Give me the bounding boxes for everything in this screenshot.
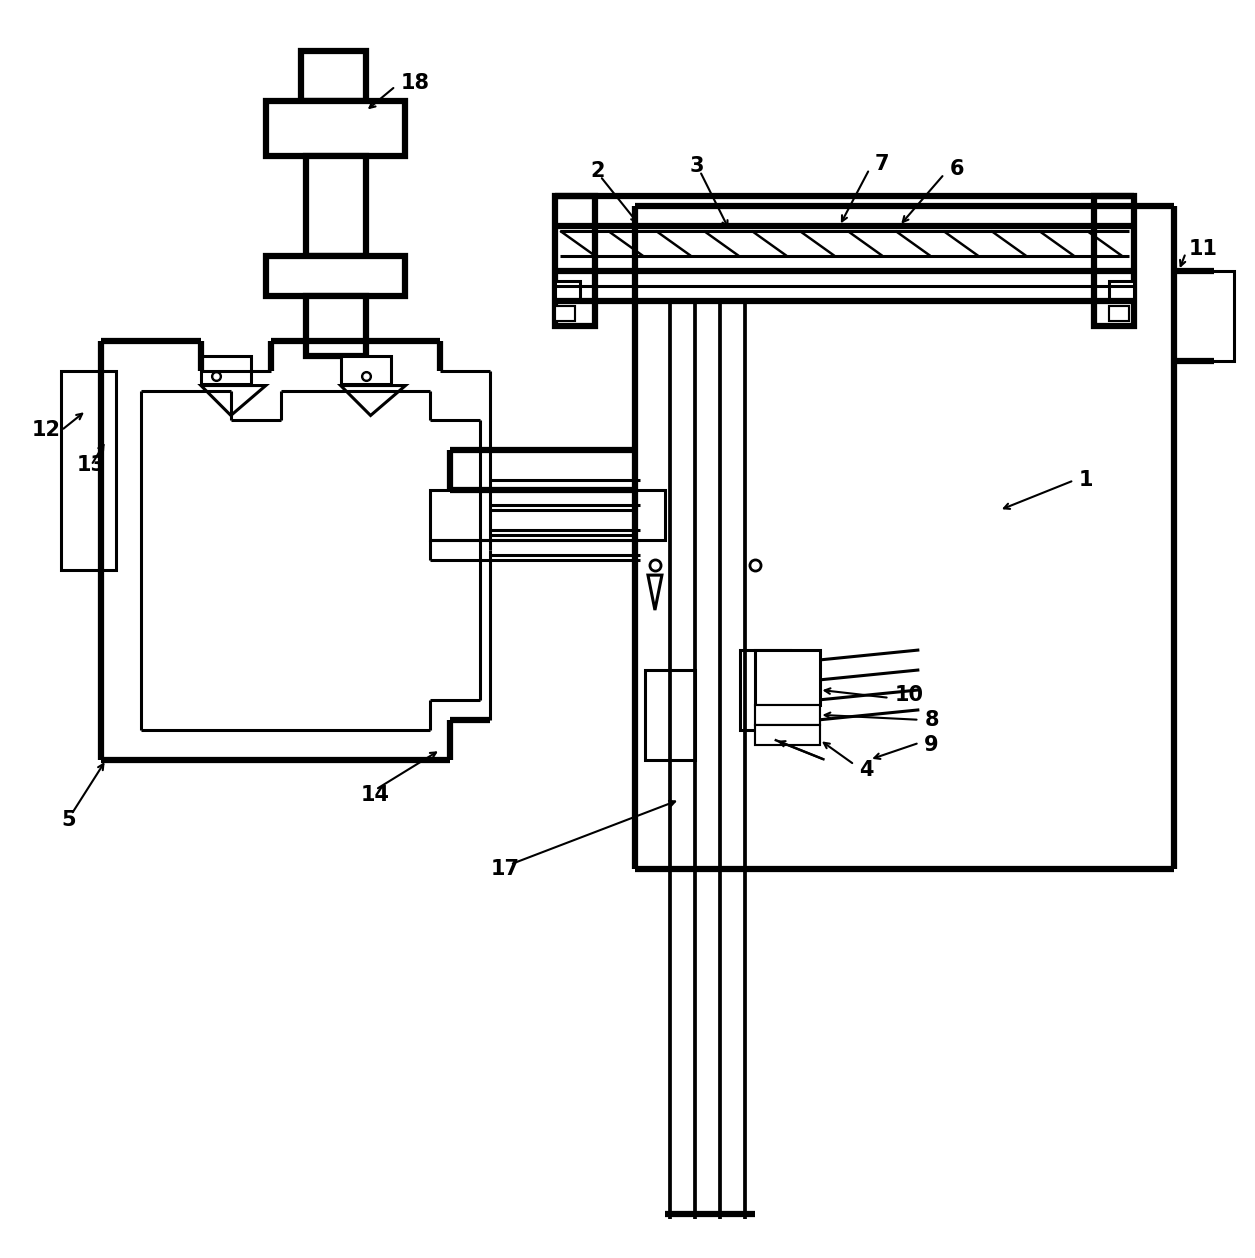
Text: 1: 1 xyxy=(1079,470,1093,491)
Bar xyxy=(1094,196,1133,326)
Bar xyxy=(555,196,595,326)
Text: 8: 8 xyxy=(925,710,939,730)
Bar xyxy=(754,704,820,725)
Bar xyxy=(201,356,251,384)
Bar xyxy=(61,371,117,570)
Polygon shape xyxy=(201,385,266,415)
Bar xyxy=(1173,270,1234,361)
Bar xyxy=(555,281,580,301)
Polygon shape xyxy=(340,385,405,415)
Bar xyxy=(739,650,789,730)
Bar xyxy=(645,671,695,760)
Text: 5: 5 xyxy=(61,810,75,829)
Bar xyxy=(754,650,820,704)
Bar xyxy=(1109,281,1133,301)
Bar xyxy=(266,101,405,156)
Bar xyxy=(340,356,390,384)
Text: 14: 14 xyxy=(360,785,389,805)
Bar xyxy=(555,306,575,321)
Text: 17: 17 xyxy=(491,859,520,879)
Text: 12: 12 xyxy=(31,420,60,440)
Text: 7: 7 xyxy=(875,153,889,174)
Text: 3: 3 xyxy=(690,156,704,176)
Text: 9: 9 xyxy=(925,735,939,755)
Text: 6: 6 xyxy=(949,159,964,179)
Text: 11: 11 xyxy=(1188,239,1217,259)
Polygon shape xyxy=(648,575,661,610)
Bar xyxy=(754,725,820,745)
Bar xyxy=(1109,306,1130,321)
Bar xyxy=(306,296,365,356)
Text: 2: 2 xyxy=(590,161,605,181)
Bar xyxy=(266,255,405,296)
Text: 10: 10 xyxy=(895,684,924,704)
Text: 18: 18 xyxy=(400,73,429,93)
Text: 13: 13 xyxy=(77,455,105,476)
Bar xyxy=(306,156,365,255)
Text: 4: 4 xyxy=(860,760,873,780)
Bar xyxy=(301,52,365,101)
Bar xyxy=(430,491,665,540)
